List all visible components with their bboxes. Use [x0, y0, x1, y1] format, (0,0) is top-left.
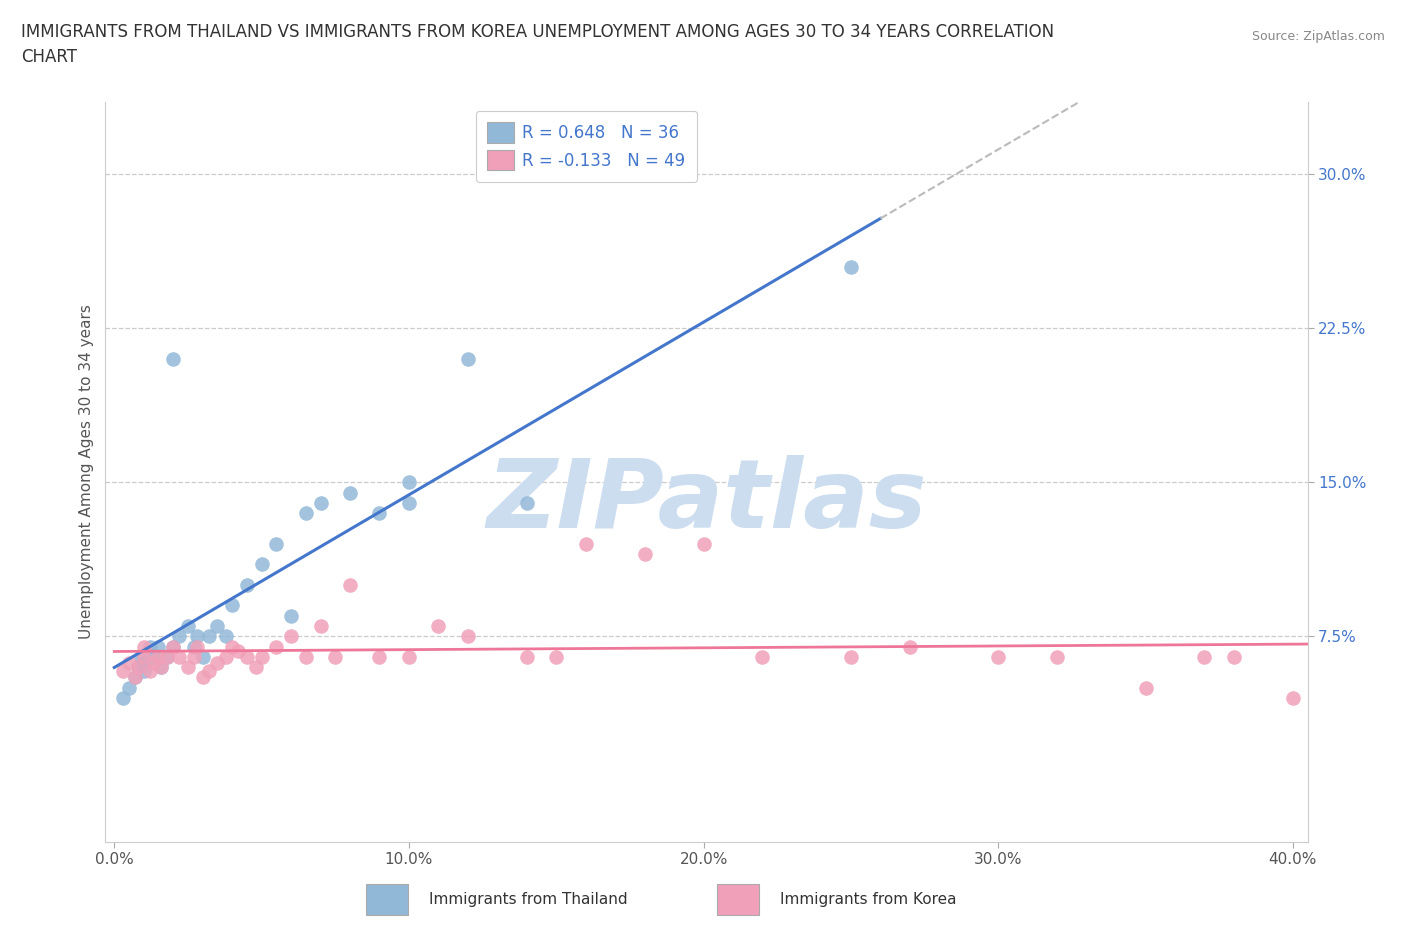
- Point: [987, 649, 1010, 664]
- Point: [127, 659, 149, 674]
- Point: [398, 649, 420, 664]
- Point: [124, 670, 146, 684]
- Point: [167, 649, 190, 664]
- Point: [692, 537, 714, 551]
- Point: [1223, 649, 1246, 664]
- Point: [177, 659, 200, 674]
- Point: [309, 618, 332, 633]
- Point: [112, 690, 135, 705]
- Point: [309, 496, 332, 511]
- Point: [156, 649, 179, 664]
- Text: Immigrants from Korea: Immigrants from Korea: [780, 892, 957, 908]
- Point: [398, 496, 420, 511]
- Point: [633, 547, 655, 562]
- Point: [183, 649, 205, 664]
- Point: [250, 557, 273, 572]
- Point: [167, 629, 190, 644]
- Point: [226, 644, 249, 658]
- Point: [138, 639, 160, 654]
- Point: [368, 506, 391, 521]
- Point: [294, 506, 316, 521]
- Y-axis label: Unemployment Among Ages 30 to 34 years: Unemployment Among Ages 30 to 34 years: [79, 304, 94, 640]
- Point: [280, 608, 302, 623]
- Point: [150, 659, 173, 674]
- Point: [148, 639, 170, 654]
- Point: [266, 537, 288, 551]
- Point: [118, 680, 141, 695]
- Point: [368, 649, 391, 664]
- Point: [148, 649, 170, 664]
- Point: [427, 618, 450, 633]
- Point: [457, 352, 479, 366]
- Point: [162, 639, 184, 654]
- Point: [132, 649, 155, 664]
- Point: [236, 649, 259, 664]
- Point: [177, 618, 200, 633]
- Point: [221, 598, 243, 613]
- Point: [266, 639, 288, 654]
- Point: [751, 649, 773, 664]
- Point: [118, 656, 141, 671]
- Point: [245, 659, 267, 674]
- Point: [339, 485, 361, 500]
- Point: [142, 649, 165, 664]
- Point: [132, 639, 155, 654]
- Point: [323, 649, 346, 664]
- Point: [839, 649, 862, 664]
- Point: [112, 664, 135, 679]
- Text: IMMIGRANTS FROM THAILAND VS IMMIGRANTS FROM KOREA UNEMPLOYMENT AMONG AGES 30 TO : IMMIGRANTS FROM THAILAND VS IMMIGRANTS F…: [21, 23, 1054, 41]
- Point: [516, 496, 538, 511]
- Point: [197, 664, 219, 679]
- Point: [516, 649, 538, 664]
- Point: [1135, 680, 1157, 695]
- Point: [215, 629, 238, 644]
- Point: [839, 259, 862, 274]
- Point: [236, 578, 259, 592]
- Point: [546, 649, 568, 664]
- Point: [221, 639, 243, 654]
- Text: CHART: CHART: [21, 48, 77, 66]
- Text: ZIPatlas: ZIPatlas: [486, 455, 927, 548]
- Point: [132, 656, 155, 671]
- Text: Source: ZipAtlas.com: Source: ZipAtlas.com: [1251, 30, 1385, 43]
- Bar: [717, 884, 759, 915]
- Point: [197, 629, 219, 644]
- Point: [162, 639, 184, 654]
- Point: [183, 639, 205, 654]
- Point: [142, 656, 165, 671]
- Point: [132, 664, 155, 679]
- Point: [124, 670, 146, 684]
- Point: [1046, 649, 1069, 664]
- Point: [207, 618, 229, 633]
- Point: [339, 578, 361, 592]
- Point: [207, 656, 229, 671]
- Point: [250, 649, 273, 664]
- Point: [129, 649, 152, 664]
- Point: [1282, 690, 1305, 705]
- Point: [138, 664, 160, 679]
- Point: [1194, 649, 1216, 664]
- Point: [127, 659, 149, 674]
- Point: [191, 670, 214, 684]
- Text: Immigrants from Thailand: Immigrants from Thailand: [429, 892, 627, 908]
- Point: [162, 352, 184, 366]
- Point: [398, 475, 420, 490]
- Point: [156, 649, 179, 664]
- Point: [191, 649, 214, 664]
- Point: [186, 639, 208, 654]
- Legend: R = 0.648   N = 36, R = -0.133   N = 49: R = 0.648 N = 36, R = -0.133 N = 49: [475, 111, 697, 182]
- Bar: [366, 884, 408, 915]
- Point: [294, 649, 316, 664]
- Point: [898, 639, 921, 654]
- Point: [457, 629, 479, 644]
- Point: [575, 537, 598, 551]
- Point: [186, 629, 208, 644]
- Point: [280, 629, 302, 644]
- Point: [150, 659, 173, 674]
- Point: [215, 649, 238, 664]
